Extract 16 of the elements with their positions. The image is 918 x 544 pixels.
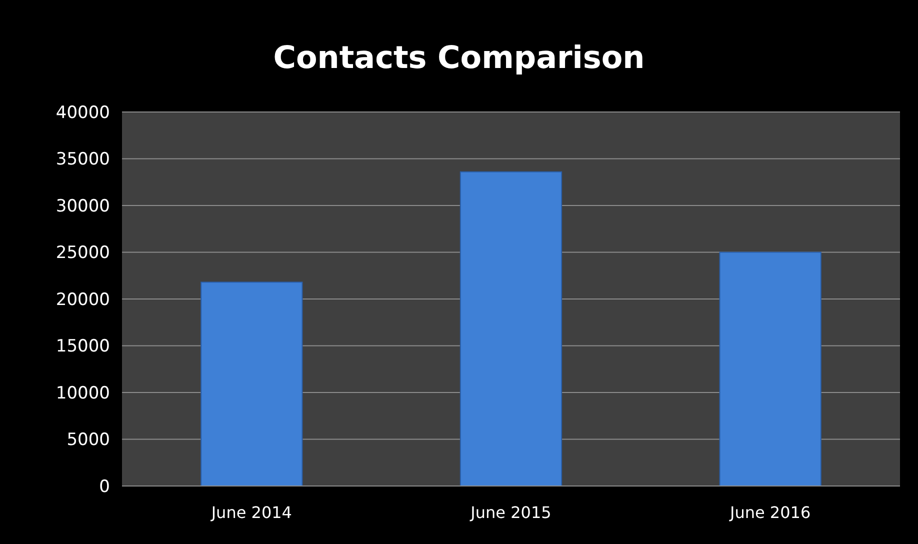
bar: [719, 252, 822, 486]
chart-title: Contacts Comparison: [273, 40, 645, 76]
y-tick-label: 0: [99, 476, 110, 497]
y-tick-label: 25000: [56, 243, 110, 264]
y-tick-label: 10000: [56, 383, 110, 404]
y-tick-label: 20000: [56, 290, 110, 310]
bar: [200, 282, 303, 486]
x-tick-label: June 2016: [729, 503, 811, 522]
y-tick-label: 40000: [56, 102, 110, 123]
y-tick-label: 30000: [56, 196, 110, 216]
y-tick-label: 15000: [56, 336, 110, 357]
x-tick-label: June 2014: [210, 503, 292, 522]
y-tick-label: 35000: [56, 150, 110, 170]
bar: [460, 171, 562, 486]
y-tick-label: 5000: [66, 430, 110, 450]
x-tick-label: June 2015: [470, 503, 552, 522]
